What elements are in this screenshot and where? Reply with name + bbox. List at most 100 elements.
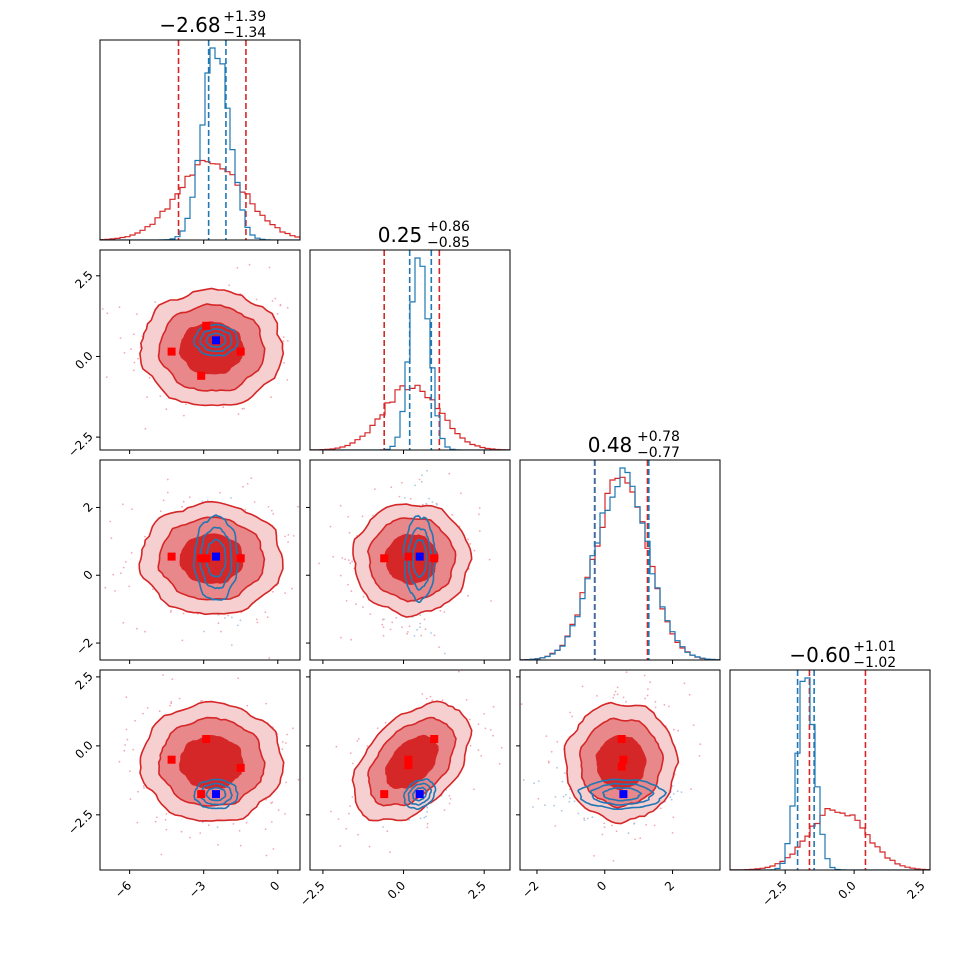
sample-point-red xyxy=(492,734,494,737)
sample-point-red xyxy=(245,821,248,824)
sample-point-red xyxy=(381,623,384,626)
marker-red xyxy=(430,554,439,563)
sample-point-blue xyxy=(230,644,233,646)
sample-point-red xyxy=(222,406,225,409)
sample-point-red xyxy=(244,508,247,511)
sample-point-red xyxy=(332,556,335,558)
sample-point-red xyxy=(372,514,374,517)
y-tick-label: −2 xyxy=(73,635,95,657)
sample-point-blue xyxy=(201,500,204,503)
sample-point-red xyxy=(478,507,481,509)
sample-point-red xyxy=(118,760,121,763)
sample-point-red xyxy=(227,614,229,617)
marker-red xyxy=(236,763,245,772)
sample-point-red xyxy=(144,427,147,430)
sample-point-red xyxy=(162,674,164,676)
sample-point-red xyxy=(341,557,344,559)
marker-red xyxy=(167,347,176,356)
sample-point-blue xyxy=(627,832,630,835)
sample-point-blue xyxy=(676,790,679,792)
contour-red-2 xyxy=(178,321,245,375)
sample-point-red xyxy=(653,824,656,827)
panel-frame xyxy=(309,669,511,871)
sample-point-red xyxy=(312,354,314,356)
y-tick-label: 2.5 xyxy=(72,268,95,291)
contour-blue-2 xyxy=(602,786,643,802)
sample-point-red xyxy=(236,266,239,269)
sample-point-red xyxy=(634,838,636,841)
contour-blue-2 xyxy=(411,786,428,802)
contour-blue-1 xyxy=(199,327,233,353)
x-tick-label: 0 xyxy=(267,878,282,893)
sample-point-red xyxy=(406,632,408,635)
sample-point-red xyxy=(554,825,557,827)
sample-point-red xyxy=(622,696,625,699)
sample-point-red xyxy=(583,817,585,820)
sample-point-red xyxy=(146,396,148,399)
panel-frame xyxy=(309,459,511,661)
sample-point-red xyxy=(611,824,613,827)
sample-point-red xyxy=(668,705,670,708)
sample-point-blue xyxy=(564,772,566,775)
sample-point-red xyxy=(271,801,274,804)
sample-point-red xyxy=(130,552,133,554)
marker-red xyxy=(619,755,628,764)
sample-point-red xyxy=(265,798,268,801)
sample-point-blue xyxy=(561,780,564,783)
sample-point-blue xyxy=(522,779,525,781)
y-tick-label: 0.0 xyxy=(72,349,95,372)
contour-blue-2 xyxy=(205,332,227,348)
sample-point-red xyxy=(306,579,308,581)
marker-blue xyxy=(415,790,424,799)
x-tick-label: −2 xyxy=(519,878,541,900)
sample-point-red xyxy=(348,531,351,534)
sample-point-red xyxy=(350,638,352,641)
marker-blue xyxy=(619,790,628,799)
title-sub: −1.02 xyxy=(853,655,896,671)
sample-point-red xyxy=(418,478,421,481)
sample-point-blue xyxy=(431,501,434,503)
sample-point-red xyxy=(181,506,183,508)
sample-point-red xyxy=(133,361,136,364)
sample-point-red xyxy=(166,491,169,494)
sample-point-red xyxy=(545,735,548,737)
sample-point-red xyxy=(101,308,104,310)
sample-point-red xyxy=(672,728,675,731)
sample-point-red xyxy=(130,348,132,351)
sample-point-red xyxy=(646,694,649,697)
sample-point-blue xyxy=(382,826,384,828)
histogram-red xyxy=(100,159,300,240)
sample-point-red xyxy=(467,594,469,597)
sample-point-red xyxy=(473,788,475,791)
sample-point-blue xyxy=(428,497,430,500)
sample-point-red xyxy=(131,508,133,510)
sample-point-red xyxy=(429,695,432,698)
sample-point-red xyxy=(435,663,437,665)
panel-content xyxy=(101,263,314,430)
sample-point-red xyxy=(106,312,109,315)
sample-point-red xyxy=(255,298,258,301)
sample-point-red xyxy=(603,826,606,828)
sample-point-blue xyxy=(224,617,226,619)
sample-point-red xyxy=(268,657,271,660)
marker-blue xyxy=(212,336,220,345)
panel-content xyxy=(104,477,308,660)
marker-red xyxy=(202,735,211,743)
panel-content xyxy=(100,40,300,240)
sample-point-red xyxy=(122,566,125,569)
sample-point-red xyxy=(625,700,627,703)
sample-point-red xyxy=(361,515,364,518)
sample-point-red xyxy=(409,497,412,500)
sample-point-red xyxy=(126,738,129,741)
sample-point-red xyxy=(420,634,423,637)
marker-red xyxy=(380,554,389,563)
sample-point-blue xyxy=(670,798,673,801)
sample-point-red xyxy=(318,792,320,794)
sample-point-red xyxy=(276,313,279,315)
sample-point-red xyxy=(228,284,231,287)
sample-point-red xyxy=(137,357,139,360)
sample-point-red xyxy=(522,544,524,546)
panel-content xyxy=(520,671,702,862)
sample-point-red xyxy=(242,485,245,488)
sample-point-red xyxy=(362,595,365,598)
